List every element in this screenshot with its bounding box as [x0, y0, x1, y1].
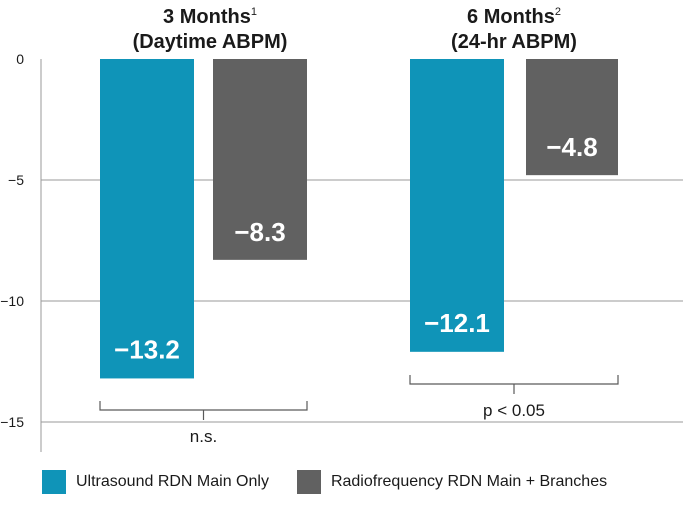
legend: Ultrasound RDN Main Only Radiofrequency …	[42, 470, 635, 494]
group-subtitle: (Daytime ABPM)	[133, 31, 288, 53]
y-tick-label: 0	[16, 51, 24, 67]
group-subtitle: (24-hr ABPM)	[451, 31, 577, 53]
bar-chart: 0 −5 −10 −15 −13.2 −12.1 −8.3 −4.8 3 Months1 (Day…	[0, 6, 683, 452]
legend-swatch-ultrasound	[42, 470, 66, 494]
legend-item-ultrasound: Ultrasound RDN Main Only	[42, 470, 269, 494]
legend-item-radiofrequency: Radiofrequency RDN Main + Branches	[296, 470, 608, 494]
y-tick-label: −5	[8, 172, 24, 188]
bar-radiofrequency	[213, 59, 307, 260]
legend-label-radiofrequency: Radiofrequency RDN Main + Branches	[330, 473, 608, 490]
group-title-footnote: 2	[555, 6, 561, 18]
bar-value-label: −12.1	[424, 308, 490, 338]
legend-swatch-radiofrequency	[296, 470, 321, 494]
significance-bracket	[99, 401, 308, 420]
group-title-footnote: 1	[251, 6, 257, 18]
bar-radiofrequency	[526, 59, 618, 176]
legend-label-ultrasound: Ultrasound RDN Main Only	[76, 473, 269, 490]
y-tick-label: −15	[0, 414, 24, 430]
significance-bracket	[409, 375, 619, 394]
group-title-text: 3 Months	[163, 6, 251, 28]
y-tick-label: −10	[0, 293, 24, 309]
bar-value-label: −13.2	[114, 334, 180, 364]
bar-value-label: −4.8	[546, 132, 597, 162]
bar-ultrasound	[410, 59, 504, 352]
significance-label: p < 0.05	[483, 401, 545, 420]
group-title: 6 Months2	[467, 6, 561, 28]
group-title: 3 Months1	[163, 6, 257, 28]
group-title-text: 6 Months	[467, 6, 555, 28]
bar-ultrasound	[100, 59, 194, 379]
bar-value-label: −8.3	[234, 217, 285, 247]
significance-label: n.s.	[190, 427, 217, 446]
